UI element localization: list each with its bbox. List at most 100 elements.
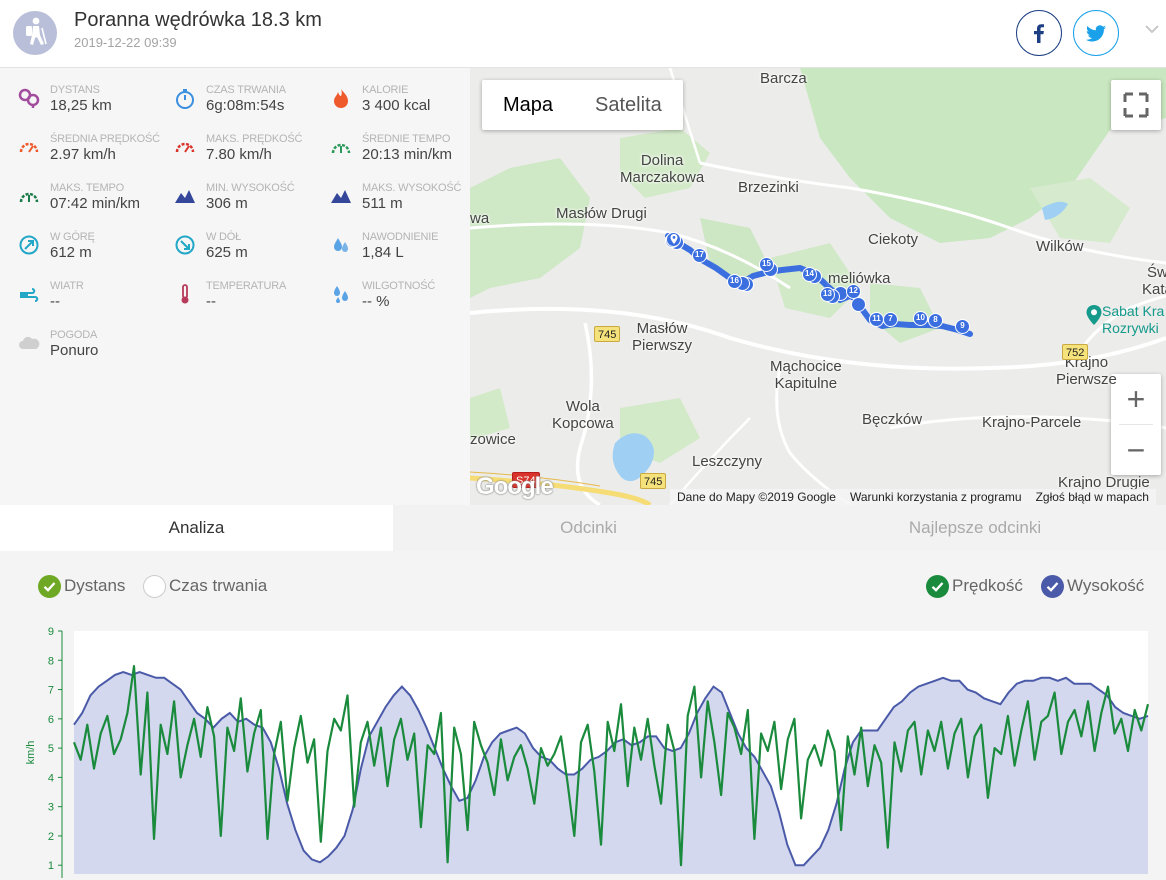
facebook-icon (1034, 24, 1044, 43)
poi-label[interactable]: Sabat Kra Rozrywki (1102, 303, 1165, 336)
elevation-series-toggle[interactable]: Wysokość (1041, 574, 1144, 598)
stat-label: KALORIE (362, 84, 409, 96)
x-axis-distance-label: Dystans (64, 576, 126, 595)
checkmark-icon (926, 574, 949, 598)
y-tick-label: 3 (48, 802, 54, 814)
stats-panel: DYSTANS 18,25 km CZAS TRWANIA 6g:08m:54s… (0, 68, 470, 505)
stat-value: 3 400 kcal (362, 97, 431, 114)
route-km-marker[interactable]: 13 (820, 287, 835, 302)
tab-2[interactable]: Odcinki (393, 505, 784, 551)
route-km-marker[interactable]: 15 (759, 257, 774, 272)
route-km-marker[interactable]: 14 (802, 267, 817, 282)
map-attribution: Dane do Mapy ©2019 Google Warunki korzys… (670, 489, 1156, 505)
map-type-map-button[interactable]: Mapa (503, 94, 554, 116)
road-number-badge: 745 (594, 326, 621, 342)
stat-value: -- % (362, 293, 390, 310)
map-type-satellite-button[interactable]: Satelita (595, 94, 662, 116)
stat-label: MIN. WYSOKOŚĆ (206, 182, 295, 194)
map-canvas[interactable] (470, 68, 1166, 505)
route-km-marker[interactable]: 17 (692, 248, 707, 263)
pace-gauge-icon (18, 185, 40, 207)
route-km-marker[interactable]: 9 (955, 319, 970, 334)
x-axis-distance-option[interactable]: Dystans (38, 574, 125, 598)
stat-value: 306 m (206, 195, 248, 212)
stat-value: -- (50, 293, 60, 310)
stat-label: ŚREDNIA PRĘDKOŚĆ (50, 133, 160, 145)
report-error-link[interactable]: Zgłoś błąd w mapach (1035, 490, 1149, 504)
activity-date: 2019-12-22 09:39 (74, 35, 177, 50)
stat-8: MIN. WYSOKOŚĆ 306 m (174, 182, 334, 222)
elevation-area (74, 672, 1148, 874)
twitter-share-button[interactable] (1073, 10, 1119, 56)
elevation-series-label: Wysokość (1067, 576, 1145, 595)
stat-14: TEMPERATURA -- (174, 280, 334, 320)
route-km-marker[interactable]: 7 (883, 312, 898, 327)
speed-series-toggle[interactable]: Prędkość (926, 574, 1023, 598)
stat-10: W GÓRĘ 612 m (18, 231, 178, 271)
speedometer-icon (18, 136, 40, 158)
stat-5: MAKS. PRĘDKOŚĆ 7.80 km/h (174, 133, 334, 173)
y-tick-label: 5 (48, 743, 54, 755)
stat-label: CZAS TRWANIA (206, 84, 286, 96)
wind-icon (18, 283, 40, 305)
road-number-badge: S74 (512, 472, 540, 488)
stat-label: W GÓRĘ (50, 231, 95, 243)
checkmark-icon (38, 574, 61, 598)
hiking-icon (13, 11, 57, 55)
route-km-marker[interactable]: 16 (727, 274, 742, 289)
zoom-out-button[interactable]: − (1126, 432, 1146, 468)
descent-icon (174, 234, 196, 256)
analysis-tabs: Analiza Odcinki Najlepsze odcinki (0, 505, 1166, 551)
water-drop-icon (330, 234, 352, 256)
route-point-marker[interactable] (851, 297, 866, 312)
y-tick-label: 6 (48, 714, 54, 726)
route-km-marker[interactable]: 11 (869, 312, 884, 327)
chevron-down-icon[interactable] (1144, 22, 1160, 36)
stat-value: -- (206, 293, 216, 310)
route-km-marker[interactable]: 12 (846, 284, 861, 299)
mountain-icon (174, 185, 196, 207)
y-tick-label: 2 (48, 831, 54, 843)
checkmark-icon (1041, 574, 1064, 598)
distance-icon (18, 87, 40, 109)
y-tick-label: 9 (48, 626, 54, 638)
terms-link[interactable]: Warunki korzystania z programu (849, 490, 1022, 504)
map-place-label: Bęczków (862, 411, 923, 428)
map-place-label: zowice (470, 431, 516, 448)
route-km-marker[interactable]: 10 (913, 311, 928, 326)
map-pin-icon[interactable] (1085, 304, 1103, 326)
speed-series-label: Prędkość (952, 576, 1023, 595)
fullscreen-button[interactable] (1111, 80, 1161, 130)
x-axis-duration-option[interactable]: Czas trwania (143, 574, 267, 598)
stat-label: W DÓŁ (206, 231, 242, 243)
stat-2: CZAS TRWANIA 6g:08m:54s (174, 84, 334, 124)
map-place-label: wa (470, 210, 490, 227)
stat-label: MAKS. WYSOKOŚĆ (362, 182, 462, 194)
stat-value: 625 m (206, 244, 248, 261)
map-place-label: Dolina Marczakowa (620, 152, 705, 186)
pace-gauge-icon (330, 136, 352, 158)
google-logo: Google (476, 473, 554, 500)
stat-label: POGODA (50, 329, 98, 341)
location-pin-icon (670, 234, 677, 244)
stat-4: ŚREDNIA PRĘDKOŚĆ 2.97 km/h (18, 133, 178, 173)
speed-elevation-chart[interactable]: 1 2 3 4 5 6 7 8 9 km/h (0, 621, 1166, 880)
tab-3[interactable]: Najlepsze odcinki (784, 505, 1166, 551)
route-map[interactable]: Mapa Satelita + − Barcza Dolina Marczakow… (470, 68, 1166, 505)
stopwatch-icon (174, 87, 196, 109)
zoom-in-button[interactable]: + (1126, 381, 1146, 417)
stat-3: KALORIE 3 400 kcal (330, 84, 490, 124)
stat-11: W DÓŁ 625 m (174, 231, 334, 271)
tab-1[interactable]: Analiza (0, 505, 393, 551)
ascent-icon (18, 234, 40, 256)
speed-series-line[interactable] (72, 665, 1150, 867)
facebook-share-button[interactable] (1016, 10, 1062, 56)
stat-6: ŚREDNIE TEMPO 20:13 min/km (330, 133, 490, 173)
stat-13: WIATR -- (18, 280, 178, 320)
stat-label: DYSTANS (50, 84, 100, 96)
fullscreen-icon (1123, 92, 1149, 118)
route-km-marker[interactable]: 8 (928, 313, 943, 328)
zoom-control: + − (1111, 374, 1161, 475)
route-start-marker[interactable] (666, 232, 681, 247)
elevation-series-line[interactable] (73, 670, 1149, 867)
